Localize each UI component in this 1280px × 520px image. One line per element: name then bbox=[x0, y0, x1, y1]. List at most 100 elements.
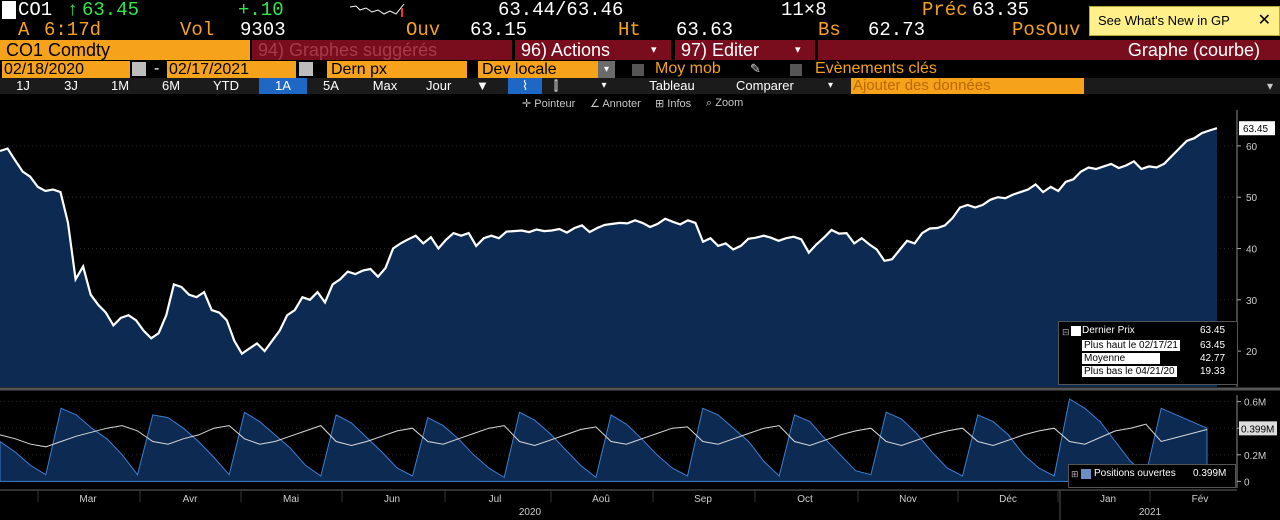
x-tick-label: Nov bbox=[899, 494, 917, 505]
price-tick-label: 20 bbox=[1246, 347, 1258, 358]
price-axis: 20 30 40 50 60 63.45 bbox=[1236, 110, 1275, 387]
prev-value: 63.35 bbox=[972, 0, 1030, 21]
last-oi-marker bbox=[1239, 421, 1277, 436]
pencil-icon: ∠ bbox=[590, 98, 603, 110]
calendar-icon[interactable] bbox=[132, 62, 146, 76]
period-max[interactable]: Max bbox=[372, 78, 398, 93]
open-interest-label: PosOuv bbox=[1012, 19, 1081, 41]
oi-tick-label: 0.6M bbox=[1244, 398, 1266, 409]
last-price-marker bbox=[1239, 121, 1275, 136]
period-5y[interactable]: 5A bbox=[323, 78, 339, 93]
moving-average-checkbox[interactable] bbox=[632, 64, 644, 76]
chevron-down-icon[interactable]: ▾ bbox=[598, 61, 615, 78]
oi-tick-label: 0.2M bbox=[1244, 451, 1266, 462]
annotate-label: Annoter bbox=[602, 98, 641, 110]
info-tool[interactable]: ⊞ Infos bbox=[655, 97, 691, 110]
oi-legend bbox=[1068, 464, 1236, 488]
close-icon[interactable]: ✕ bbox=[1257, 12, 1271, 29]
up-arrow-icon: ↑ bbox=[67, 0, 79, 21]
actions-label: 96) Actions bbox=[521, 40, 611, 60]
frequency-label: Jour bbox=[426, 78, 452, 93]
low-label: Bs bbox=[818, 19, 841, 41]
legend-value-avg: 42.77 bbox=[1200, 353, 1226, 364]
calendar-icon[interactable] bbox=[299, 62, 313, 76]
cursor-block bbox=[2, 1, 16, 19]
info-label: Infos bbox=[667, 98, 692, 110]
last-trade-time: 6:17d bbox=[44, 19, 102, 41]
compare-menu[interactable]: Comparer ▾ bbox=[730, 78, 848, 94]
legend-label-high: Plus haut le 02/17/21 bbox=[1082, 340, 1180, 351]
info-icon: ⊞ bbox=[655, 98, 668, 110]
chevron-down-icon: ▾ bbox=[795, 44, 801, 56]
sparkline-icon bbox=[350, 3, 405, 17]
key-events-checkbox[interactable] bbox=[790, 64, 802, 76]
actions-menu[interactable]: 96) Actions ▾ bbox=[515, 40, 671, 60]
crosshair-icon: ✛ bbox=[522, 98, 535, 110]
legend-label-low: Plus bas le 04/21/20 bbox=[1082, 366, 1177, 377]
prev-label: Préc bbox=[922, 0, 968, 21]
x-tick-label: Fév bbox=[1192, 494, 1209, 505]
moving-average-line bbox=[0, 423, 1208, 448]
frequency-select[interactable]: Jour ▼ bbox=[420, 78, 498, 94]
x-tick-label: Mai bbox=[283, 494, 299, 505]
moving-average-label: Moy mob bbox=[655, 60, 721, 77]
open-interest-area bbox=[0, 398, 1208, 482]
bid-ask: 63.44/63.46 bbox=[498, 0, 624, 21]
table-button[interactable]: Tableau bbox=[649, 78, 695, 93]
start-date-input[interactable]: 02/18/2020 bbox=[2, 61, 130, 78]
pointer-tool[interactable]: ✛ Pointeur bbox=[522, 97, 575, 110]
legend-value-low: 19.33 bbox=[1200, 366, 1226, 377]
x-tick-label: Aoû bbox=[592, 494, 610, 505]
zoom-tool[interactable]: ⌕ Zoom bbox=[706, 97, 743, 110]
whats-new-banner[interactable]: See What's New in GP ✕ bbox=[1089, 6, 1280, 36]
line-chart-icon[interactable]: ⌇ bbox=[508, 78, 542, 94]
oi-legend-value: 0.399M bbox=[1193, 468, 1227, 479]
high-value: 63.63 bbox=[676, 19, 734, 41]
period-1y[interactable]: 1A bbox=[259, 78, 307, 94]
oi-axis: 00.2M0.4M0.6M0.399M bbox=[1236, 395, 1277, 488]
bar-chart-icon[interactable]: ⫿ bbox=[553, 78, 559, 93]
collapse-icon[interactable]: ⊟ bbox=[1062, 327, 1070, 337]
zoom-label: Zoom bbox=[715, 97, 744, 109]
period-3d[interactable]: 3J bbox=[64, 78, 78, 93]
add-data-input[interactable]: Ajouter des données bbox=[851, 78, 1084, 94]
security-field[interactable]: CO1 Comdty bbox=[0, 40, 250, 60]
x-tick-label: Jul bbox=[489, 494, 502, 505]
chart-type-title[interactable]: Graphe (courbe) bbox=[818, 40, 1280, 60]
x-axis: Mar Avr Mai Jun Jul Aoû Sep Oct Nov Déc Jan Fév 2020… bbox=[0, 489, 1237, 520]
period-1d[interactable]: 1J bbox=[16, 78, 30, 93]
period-ytd[interactable]: YTD bbox=[213, 78, 239, 93]
chevron-down-icon[interactable]: ▾ bbox=[1266, 79, 1274, 93]
legend-value-last: 63.45 bbox=[1200, 325, 1226, 336]
price-tick-label: 60 bbox=[1246, 142, 1258, 153]
row-prefix: A bbox=[18, 19, 30, 41]
legend-label-avg: Moyenne bbox=[1082, 353, 1160, 364]
price-tick-label: 40 bbox=[1246, 245, 1258, 256]
chevron-down-icon[interactable]: ▾ bbox=[601, 80, 607, 91]
currency-select[interactable]: Dev locale bbox=[478, 61, 598, 78]
chevron-down-icon: ▾ bbox=[828, 80, 834, 91]
open-label: Ouv bbox=[406, 19, 441, 41]
whats-new-label: See What's New in GP bbox=[1098, 13, 1230, 28]
end-date-input[interactable]: 02/17/2021 bbox=[167, 61, 296, 78]
chevron-down-icon: ▼ bbox=[476, 78, 489, 93]
x-tick-label: Oct bbox=[797, 494, 813, 505]
pencil-icon[interactable]: ✎ bbox=[750, 61, 761, 76]
period-6m[interactable]: 6M bbox=[161, 78, 181, 93]
volume-value: 9303 bbox=[240, 19, 286, 41]
period-1m[interactable]: 1M bbox=[110, 78, 130, 93]
collapse-icon[interactable]: ⊞ bbox=[1071, 469, 1079, 479]
series-swatch bbox=[1071, 326, 1081, 336]
price-line bbox=[0, 127, 1218, 356]
field-select[interactable]: Dern px bbox=[327, 61, 467, 78]
suggested-charts-button[interactable]: 94) Graphes suggérés bbox=[252, 40, 512, 60]
oi-tick-label: 0 bbox=[1244, 477, 1250, 488]
high-label: Ht bbox=[618, 19, 641, 41]
edit-menu[interactable]: 97) Editer ▾ bbox=[675, 40, 815, 60]
x-tick-label: Jun bbox=[384, 494, 400, 505]
volume-label: Vol bbox=[180, 19, 215, 41]
annotate-tool[interactable]: ∠ Annoter bbox=[590, 97, 641, 110]
ticker-symbol[interactable]: CO1 bbox=[18, 0, 53, 21]
date-separator: - bbox=[154, 60, 160, 77]
